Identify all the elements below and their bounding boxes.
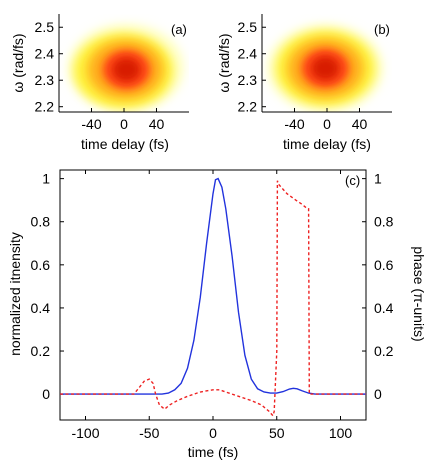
y-tick-label: 0.2 <box>31 343 51 359</box>
panel-a: -40 0 40 2.2 2.3 2.4 2.5 (a) time delay (fs) ω… <box>10 14 189 152</box>
y2-tick-label: 0 <box>374 386 382 402</box>
heatmap-y-tick-label: 2.2 <box>238 99 258 115</box>
heatmap-x-tick-label: -40 <box>81 116 101 132</box>
line-chart-xlabel: time (fs) <box>188 444 239 460</box>
heatmap-x-tick-label: -40 <box>284 116 304 132</box>
heatmap-y-tick-label: 2.3 <box>238 72 258 88</box>
heatmap-y-tick-label: 2.4 <box>238 46 258 62</box>
heatmap-a-image <box>68 23 185 112</box>
line-chart-ylabel: normalized itnensity <box>7 232 23 356</box>
y-tick-label: 0.6 <box>31 257 51 273</box>
y-tick-label: 0 <box>42 386 50 402</box>
heatmap-y-tick-label: 2.5 <box>35 19 55 35</box>
y-tick-label: 1 <box>42 171 50 187</box>
panel-b-label: (b) <box>374 22 390 37</box>
heatmap-b-image <box>267 24 384 112</box>
x-tick-label: -50 <box>139 425 159 441</box>
x-tick-label: 100 <box>329 425 353 441</box>
heatmap-a-core <box>112 57 141 82</box>
heatmap-x-tick-label: 40 <box>352 116 368 132</box>
y2-tick-label: 0.6 <box>374 257 394 273</box>
heatmap-a-axes: -40 0 40 2.2 2.3 2.4 2.5 <box>35 14 189 132</box>
phase-line <box>60 180 366 418</box>
x-tick-label: -100 <box>71 425 99 441</box>
panel-c: -100 -50 0 50 100 0 0.2 0.4 0.6 0.8 1 0 0.2 0.4 0.6 0.8… <box>7 169 427 460</box>
heatmap-b-xlabel: time delay (fs) <box>283 136 371 152</box>
heatmap-y-tick-label: 2.3 <box>35 72 55 88</box>
heatmap-b-core <box>311 56 340 81</box>
heatmap-x-tick-label: 0 <box>120 116 128 132</box>
heatmap-x-tick-label: 0 <box>323 116 331 132</box>
heatmap-x-tick-label: 40 <box>149 116 165 132</box>
panel-b: -40 0 40 2.2 2.3 2.4 2.5 (b) time delay (fs) ω… <box>216 14 392 152</box>
heatmap-y-tick-label: 2.2 <box>35 99 55 115</box>
heatmap-b-ylabel: ω (rad/fs) <box>216 33 232 92</box>
heatmap-b-axes: -40 0 40 2.2 2.3 2.4 2.5 <box>238 14 392 132</box>
y2-tick-label: 0.2 <box>374 343 394 359</box>
y-tick-label: 0.4 <box>31 300 51 316</box>
y2-tick-label: 0.8 <box>374 214 394 230</box>
heatmap-a-xlabel: time delay (fs) <box>81 136 169 152</box>
heatmap-y-tick-label: 2.4 <box>35 46 55 62</box>
y2-tick-label: 1 <box>374 171 382 187</box>
heatmap-a-ylabel: ω (rad/fs) <box>10 33 26 92</box>
line-chart-y2label: phase (π-units) <box>411 246 427 341</box>
y-tick-label: 0.8 <box>31 214 51 230</box>
line-chart-frame <box>59 169 367 421</box>
x-tick-label: 0 <box>209 425 217 441</box>
panel-c-label: (c) <box>345 173 360 188</box>
y2-tick-label: 0.4 <box>374 300 394 316</box>
line-chart-axes: -100 -50 0 50 100 0 0.2 0.4 0.6 0.8 1 0 0.2 0.4 0.6 0.8… <box>31 169 394 441</box>
intensity-line <box>60 177 366 395</box>
panel-a-label: (a) <box>171 22 187 37</box>
x-tick-label: 50 <box>269 425 285 441</box>
heatmap-y-tick-label: 2.5 <box>238 19 258 35</box>
